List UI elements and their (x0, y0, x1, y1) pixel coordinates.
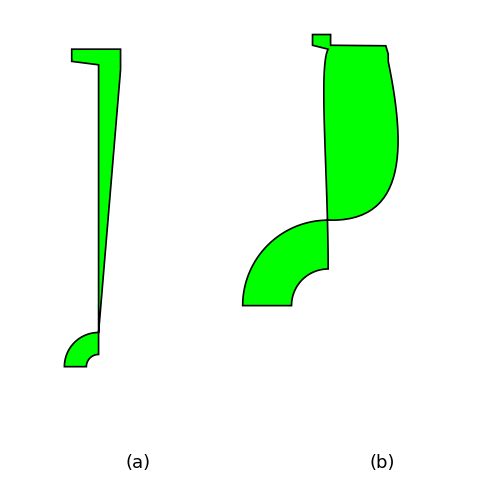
Polygon shape (64, 49, 120, 367)
Text: (b): (b) (369, 453, 394, 472)
Text: (a): (a) (125, 453, 150, 472)
Polygon shape (242, 35, 398, 306)
